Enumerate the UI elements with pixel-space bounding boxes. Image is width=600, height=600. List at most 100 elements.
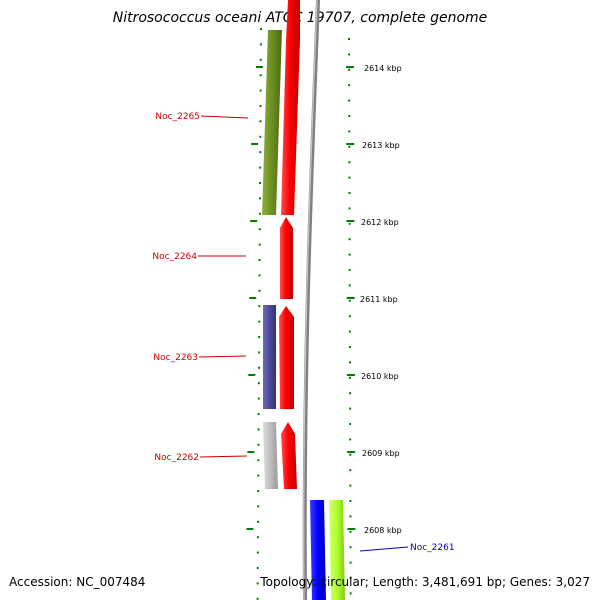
scale-tick <box>346 297 355 299</box>
scale-tick <box>257 382 260 385</box>
scale-tick <box>258 259 261 261</box>
scale-ticks <box>246 28 356 600</box>
backbone-highlight <box>303 0 318 600</box>
gene-label-noc-2263[interactable]: Noc_2263 <box>153 353 198 363</box>
scale-tick <box>348 361 351 364</box>
leader-line-noc-2261 <box>359 546 409 552</box>
scale-tick <box>346 143 355 145</box>
leader-line-noc-2265 <box>200 115 249 119</box>
scale-tick <box>259 120 262 123</box>
scale-tick <box>248 374 256 376</box>
scale-tick <box>259 89 262 92</box>
scale-tick <box>347 451 356 453</box>
scale-tick <box>349 469 352 472</box>
gene-noc-2261-bar[interactable] <box>310 500 326 600</box>
scale-tick <box>257 397 260 400</box>
scale-tick <box>348 53 351 56</box>
scale-tick <box>349 376 352 379</box>
scale-tick <box>247 451 255 453</box>
scale-label: 2608 kbp <box>364 526 402 535</box>
gene-noc-2265-arrow[interactable] <box>281 0 300 215</box>
scale-tick <box>349 438 352 441</box>
scale-tick <box>256 582 259 585</box>
scale-tick <box>349 500 352 502</box>
scale-tick <box>259 166 262 169</box>
scale-tick <box>348 130 351 133</box>
scale-tick <box>347 528 356 530</box>
scale-tick <box>348 176 351 179</box>
scale-tick <box>258 197 261 200</box>
scale-tick <box>259 182 262 184</box>
scale-tick <box>348 284 351 287</box>
scale-tick <box>257 443 260 446</box>
leader-line-noc-2262 <box>199 455 248 458</box>
scale-tick <box>349 515 352 518</box>
gene-label-noc-2265[interactable]: Noc_2265 <box>155 112 200 122</box>
scale-tick <box>260 28 262 30</box>
scale-tick <box>348 192 351 194</box>
scale-tick <box>258 351 261 354</box>
accession-text: Accession: NC_007484 <box>9 575 145 589</box>
leader-line-noc-2263 <box>198 355 247 358</box>
scale-tick <box>259 135 262 138</box>
scale-tick <box>348 269 351 271</box>
scale-tick <box>349 561 352 564</box>
scale-tick <box>258 320 261 323</box>
scale-tick <box>348 222 351 225</box>
scale-tick <box>348 330 351 333</box>
scale-tick <box>257 366 260 369</box>
scale-tick <box>346 220 355 222</box>
scale-tick <box>348 253 351 256</box>
scale-label: 2613 kbp <box>362 141 400 150</box>
scale-tick <box>258 289 261 292</box>
scale-tick <box>258 336 261 338</box>
scale-tick <box>349 530 352 533</box>
scale-label: 2612 kbp <box>361 218 399 227</box>
scale-tick <box>257 490 260 492</box>
gene-noc-2264-arrow[interactable] <box>280 217 293 299</box>
scale-tick <box>348 238 351 241</box>
backbone-line <box>302 0 320 600</box>
scale-tick <box>256 66 263 68</box>
scale-tick <box>256 567 259 569</box>
gene-noc-2262-arrow[interactable] <box>281 422 297 489</box>
scale-tick <box>257 474 260 477</box>
scale-label: 2614 kbp <box>364 64 402 73</box>
gene-label-noc-2264[interactable]: Noc_2264 <box>152 252 197 262</box>
scale-tick <box>348 115 351 117</box>
scale-tick <box>348 99 351 102</box>
scale-tick <box>257 459 260 462</box>
gene-label-noc-2261[interactable]: Noc_2261 <box>410 543 455 553</box>
feature-gray-bar <box>263 422 278 489</box>
scale-tick <box>349 407 352 410</box>
scale-tick <box>259 74 262 77</box>
scale-tick <box>251 143 259 145</box>
scale-tick <box>256 536 259 539</box>
scale-tick <box>259 105 262 107</box>
scale-tick <box>257 505 260 508</box>
scale-tick <box>348 145 351 148</box>
scale-tick <box>348 299 351 302</box>
scale-tick <box>348 38 350 40</box>
scale-tick <box>348 161 351 164</box>
feature-purple-bar <box>263 305 276 409</box>
scale-tick <box>348 207 351 210</box>
scale-tick <box>249 297 257 299</box>
scale-tick <box>256 597 259 600</box>
scale-tick <box>348 346 351 348</box>
feature-lime-bar <box>329 500 345 600</box>
scale-tick <box>348 315 351 318</box>
feature-olive-bar <box>262 30 282 215</box>
gene-noc-2263-arrow[interactable] <box>279 306 294 409</box>
gene-label-noc-2262[interactable]: Noc_2262 <box>154 453 199 463</box>
topology-text: Topology: circular; Length: 3,481,691 bp… <box>259 575 590 589</box>
scale-tick <box>348 84 351 87</box>
scale-label: 2610 kbp <box>361 372 399 381</box>
scale-label: 2611 kbp <box>360 295 398 304</box>
scale-tick <box>259 151 262 154</box>
scale-tick <box>250 220 258 222</box>
scale-tick <box>349 577 352 579</box>
scale-tick <box>257 413 260 415</box>
scale-tick <box>258 305 261 308</box>
scale-tick <box>349 592 352 595</box>
